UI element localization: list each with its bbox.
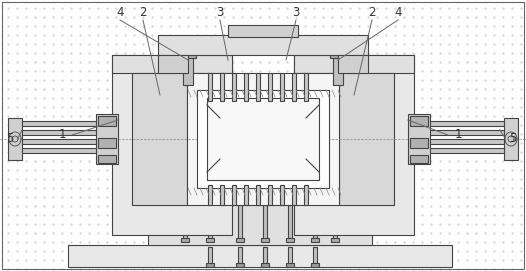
Bar [22, 121, 112, 126]
Bar [208, 247, 212, 265]
Bar [261, 238, 269, 242]
Bar [208, 73, 212, 101]
Bar [256, 185, 260, 205]
Bar [244, 185, 248, 205]
Bar [132, 73, 187, 205]
Text: 4: 4 [116, 5, 124, 18]
Bar [206, 238, 214, 242]
Bar [208, 185, 212, 205]
Bar [238, 247, 242, 265]
Text: 5: 5 [509, 131, 517, 144]
Bar [228, 25, 298, 37]
Bar [112, 55, 232, 235]
Bar [311, 263, 319, 267]
Bar [280, 185, 284, 205]
Bar [333, 205, 337, 240]
Bar [22, 130, 112, 135]
Bar [68, 245, 452, 267]
Text: 4: 4 [394, 5, 402, 18]
Bar [236, 263, 244, 267]
Text: 3: 3 [216, 5, 224, 18]
Bar [414, 139, 504, 144]
Bar [268, 73, 272, 101]
Bar [311, 238, 319, 242]
Bar [183, 205, 187, 240]
Bar [330, 53, 346, 58]
Bar [339, 73, 394, 205]
Bar [414, 130, 504, 135]
Bar [180, 53, 196, 58]
Text: 2: 2 [368, 5, 376, 18]
Bar [207, 98, 319, 180]
Bar [294, 55, 414, 235]
Bar [183, 55, 193, 85]
Bar [158, 35, 368, 55]
Bar [410, 116, 428, 126]
Bar [232, 73, 236, 101]
Bar [313, 205, 317, 240]
Text: 2: 2 [139, 5, 147, 18]
Bar [96, 114, 118, 164]
Bar [158, 55, 188, 73]
Bar [263, 205, 267, 240]
Bar [338, 55, 368, 73]
Bar [304, 185, 308, 205]
Bar [232, 185, 236, 205]
Bar [286, 238, 294, 242]
Text: 1: 1 [454, 128, 462, 141]
Bar [112, 55, 232, 73]
Bar [288, 205, 292, 240]
Text: 1: 1 [58, 128, 66, 141]
Bar [187, 73, 339, 205]
Bar [408, 114, 430, 164]
Bar [208, 205, 212, 240]
Bar [220, 185, 224, 205]
Bar [148, 205, 372, 245]
Bar [236, 238, 244, 242]
Bar [8, 118, 22, 160]
Text: 5: 5 [6, 131, 14, 144]
Bar [292, 73, 296, 101]
Bar [244, 73, 248, 101]
Bar [181, 238, 189, 242]
Bar [220, 73, 224, 101]
Bar [414, 121, 504, 126]
Bar [256, 73, 260, 101]
Bar [238, 205, 242, 240]
Bar [410, 155, 428, 163]
Bar [504, 118, 518, 160]
Bar [268, 185, 272, 205]
Bar [304, 73, 308, 101]
Bar [22, 148, 112, 153]
Bar [288, 247, 292, 265]
Bar [98, 116, 116, 126]
Bar [292, 185, 296, 205]
Bar [261, 263, 269, 267]
Text: 3: 3 [292, 5, 300, 18]
Bar [286, 263, 294, 267]
Bar [313, 247, 317, 265]
Bar [410, 138, 428, 148]
Bar [331, 238, 339, 242]
Bar [294, 55, 414, 73]
Bar [263, 247, 267, 265]
Bar [206, 263, 214, 267]
Bar [98, 138, 116, 148]
Bar [22, 139, 112, 144]
Bar [280, 73, 284, 101]
Bar [414, 148, 504, 153]
Bar [197, 90, 329, 188]
Bar [333, 55, 343, 85]
Bar [98, 155, 116, 163]
